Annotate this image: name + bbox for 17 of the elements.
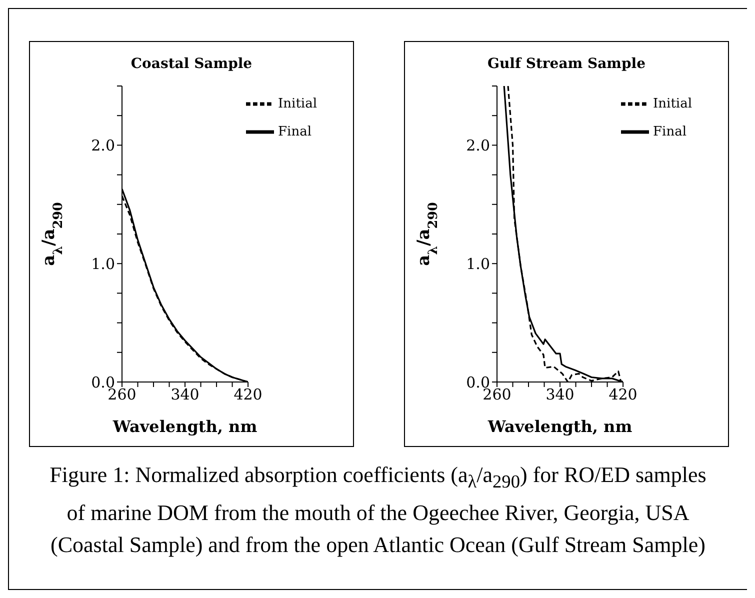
x-tick-label: 340 [546, 386, 574, 404]
x-axis-title: Wavelength, nm [112, 417, 258, 436]
chart-title: Coastal Sample [130, 56, 254, 72]
legend-label: Initial [278, 96, 317, 112]
x-tick-label: 420 [234, 386, 262, 404]
legend-label: Final [653, 124, 686, 140]
caption: Figure 1: Normalized absorption coefficients (a$_{λ}$/a$_{290}$) for RO/ED samples of marine DOM from the mouth of the Ogeechee River, Georgia, USA (Coastal Sample) and from the open Atlantic Ocean (Gulf Stream Sample) [48, 461, 708, 560]
x-axis-title: Wavelength, nm [486, 417, 632, 436]
y-tick-label: 1.0 [466, 254, 490, 273]
x-tick-label: 420 [608, 386, 638, 404]
chart-title: Gulf Stream Sample [486, 56, 646, 72]
legend-label: Final [278, 124, 312, 140]
x-tick-label: 340 [170, 386, 200, 404]
y-tick-label: 2.0 [91, 136, 115, 155]
y-tick-label: 1.0 [91, 254, 115, 273]
y-tick-label: 2.0 [466, 136, 490, 155]
legend-label: Initial [653, 96, 692, 112]
